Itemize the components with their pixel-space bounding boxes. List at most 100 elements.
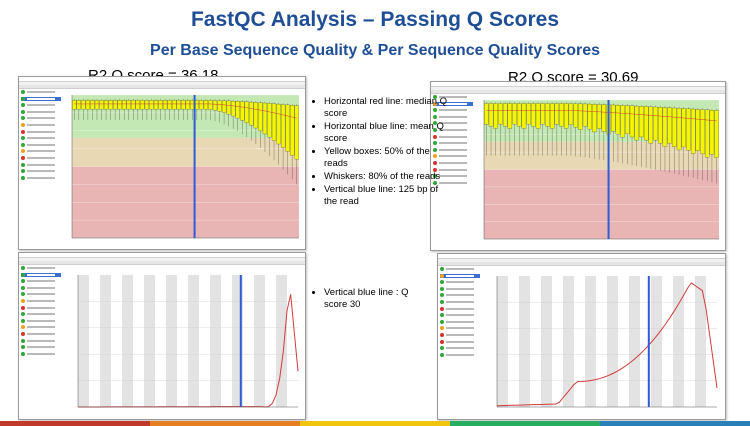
module-item[interactable] [21, 279, 61, 284]
quality-box [568, 103, 574, 125]
module-item[interactable] [21, 318, 61, 323]
module-item[interactable] [21, 325, 61, 330]
window-menubar[interactable] [19, 82, 305, 85]
quality-box [681, 108, 686, 148]
grid-stripe [100, 275, 111, 407]
module-item[interactable] [21, 103, 61, 108]
module-item[interactable] [21, 149, 61, 154]
module-item[interactable] [440, 306, 480, 311]
module-item[interactable] [433, 160, 473, 165]
module-item[interactable] [440, 267, 480, 271]
module-item[interactable] [440, 293, 480, 298]
module-item[interactable] [440, 280, 480, 285]
window-titlebar[interactable] [431, 82, 725, 87]
module-label [27, 137, 55, 140]
module-item[interactable] [21, 90, 61, 94]
module-item[interactable] [21, 351, 61, 356]
module-item[interactable] [440, 332, 480, 337]
module-label [27, 150, 55, 153]
module-item[interactable] [21, 162, 61, 167]
quality-box [643, 106, 649, 141]
module-label [439, 135, 467, 138]
module-label [446, 320, 474, 323]
quality-box [244, 101, 249, 123]
module-item[interactable] [21, 155, 61, 160]
quality-box [271, 103, 277, 141]
module-item[interactable] [433, 108, 473, 113]
module-item[interactable] [433, 127, 473, 132]
legend-bullets-bottom: Vertical blue line : Q score 30 [310, 287, 424, 312]
module-item[interactable] [433, 101, 473, 106]
module-item[interactable] [21, 312, 61, 317]
fastqc-window-right-per-base [430, 81, 726, 251]
module-item[interactable] [21, 116, 61, 121]
module-label [27, 352, 55, 355]
pass-status-icon [433, 121, 437, 126]
quality-box [582, 103, 588, 127]
window-menubar[interactable] [438, 259, 725, 262]
module-item[interactable] [433, 95, 473, 99]
module-item[interactable] [440, 273, 480, 278]
module-item[interactable] [433, 114, 473, 119]
module-label [446, 268, 474, 270]
legend-bullets-top: Horizontal red line: median Q score Hori… [310, 96, 450, 209]
module-item[interactable] [21, 305, 61, 310]
module-item[interactable] [21, 338, 61, 343]
module-item[interactable] [440, 326, 480, 331]
module-label [27, 176, 55, 179]
module-item[interactable] [433, 121, 473, 126]
module-label [27, 306, 55, 309]
module-item[interactable] [433, 134, 473, 139]
module-item[interactable] [21, 331, 61, 336]
window-titlebar[interactable] [438, 254, 725, 259]
pass-status-icon [433, 127, 437, 132]
module-item[interactable] [21, 122, 61, 127]
quality-box [162, 100, 168, 110]
window-titlebar[interactable] [19, 253, 305, 258]
module-item[interactable] [21, 136, 61, 141]
module-item[interactable] [440, 339, 480, 344]
module-item[interactable] [21, 142, 61, 147]
module-item[interactable] [21, 266, 61, 270]
module-item[interactable] [440, 319, 480, 324]
module-item[interactable] [440, 352, 480, 357]
quality-box [221, 100, 227, 113]
module-item[interactable] [21, 129, 61, 134]
module-item[interactable] [440, 346, 480, 351]
window-menubar[interactable] [431, 87, 725, 90]
grid-stripe [122, 275, 133, 407]
module-item[interactable] [433, 180, 473, 185]
quality-box [72, 100, 77, 110]
window-titlebar[interactable] [19, 77, 305, 82]
module-label [439, 142, 467, 145]
module-item[interactable] [433, 167, 473, 172]
module-item[interactable] [21, 298, 61, 303]
module-item[interactable] [440, 286, 480, 291]
grid-stripe [673, 276, 684, 407]
module-item[interactable] [440, 299, 480, 304]
quality-box [549, 103, 555, 129]
window-menubar[interactable] [19, 258, 305, 261]
module-item[interactable] [21, 175, 61, 180]
quality-box [103, 100, 109, 110]
module-item[interactable] [21, 96, 61, 101]
module-item[interactable] [21, 169, 61, 174]
pass-status-icon [21, 292, 25, 297]
module-list [21, 90, 61, 182]
module-item[interactable] [21, 285, 61, 290]
pass-status-icon [21, 162, 25, 167]
quality-box [181, 100, 186, 110]
module-item[interactable] [440, 313, 480, 318]
module-label [439, 115, 467, 118]
module-item[interactable] [21, 292, 61, 297]
module-item[interactable] [433, 154, 473, 159]
module-item[interactable] [21, 109, 61, 114]
module-item[interactable] [21, 272, 61, 277]
module-item[interactable] [433, 141, 473, 146]
module-item[interactable] [433, 174, 473, 179]
module-label [27, 91, 55, 93]
quality-box [158, 100, 163, 110]
module-item[interactable] [433, 147, 473, 152]
module-item[interactable] [21, 345, 61, 350]
quality-box [690, 108, 696, 154]
